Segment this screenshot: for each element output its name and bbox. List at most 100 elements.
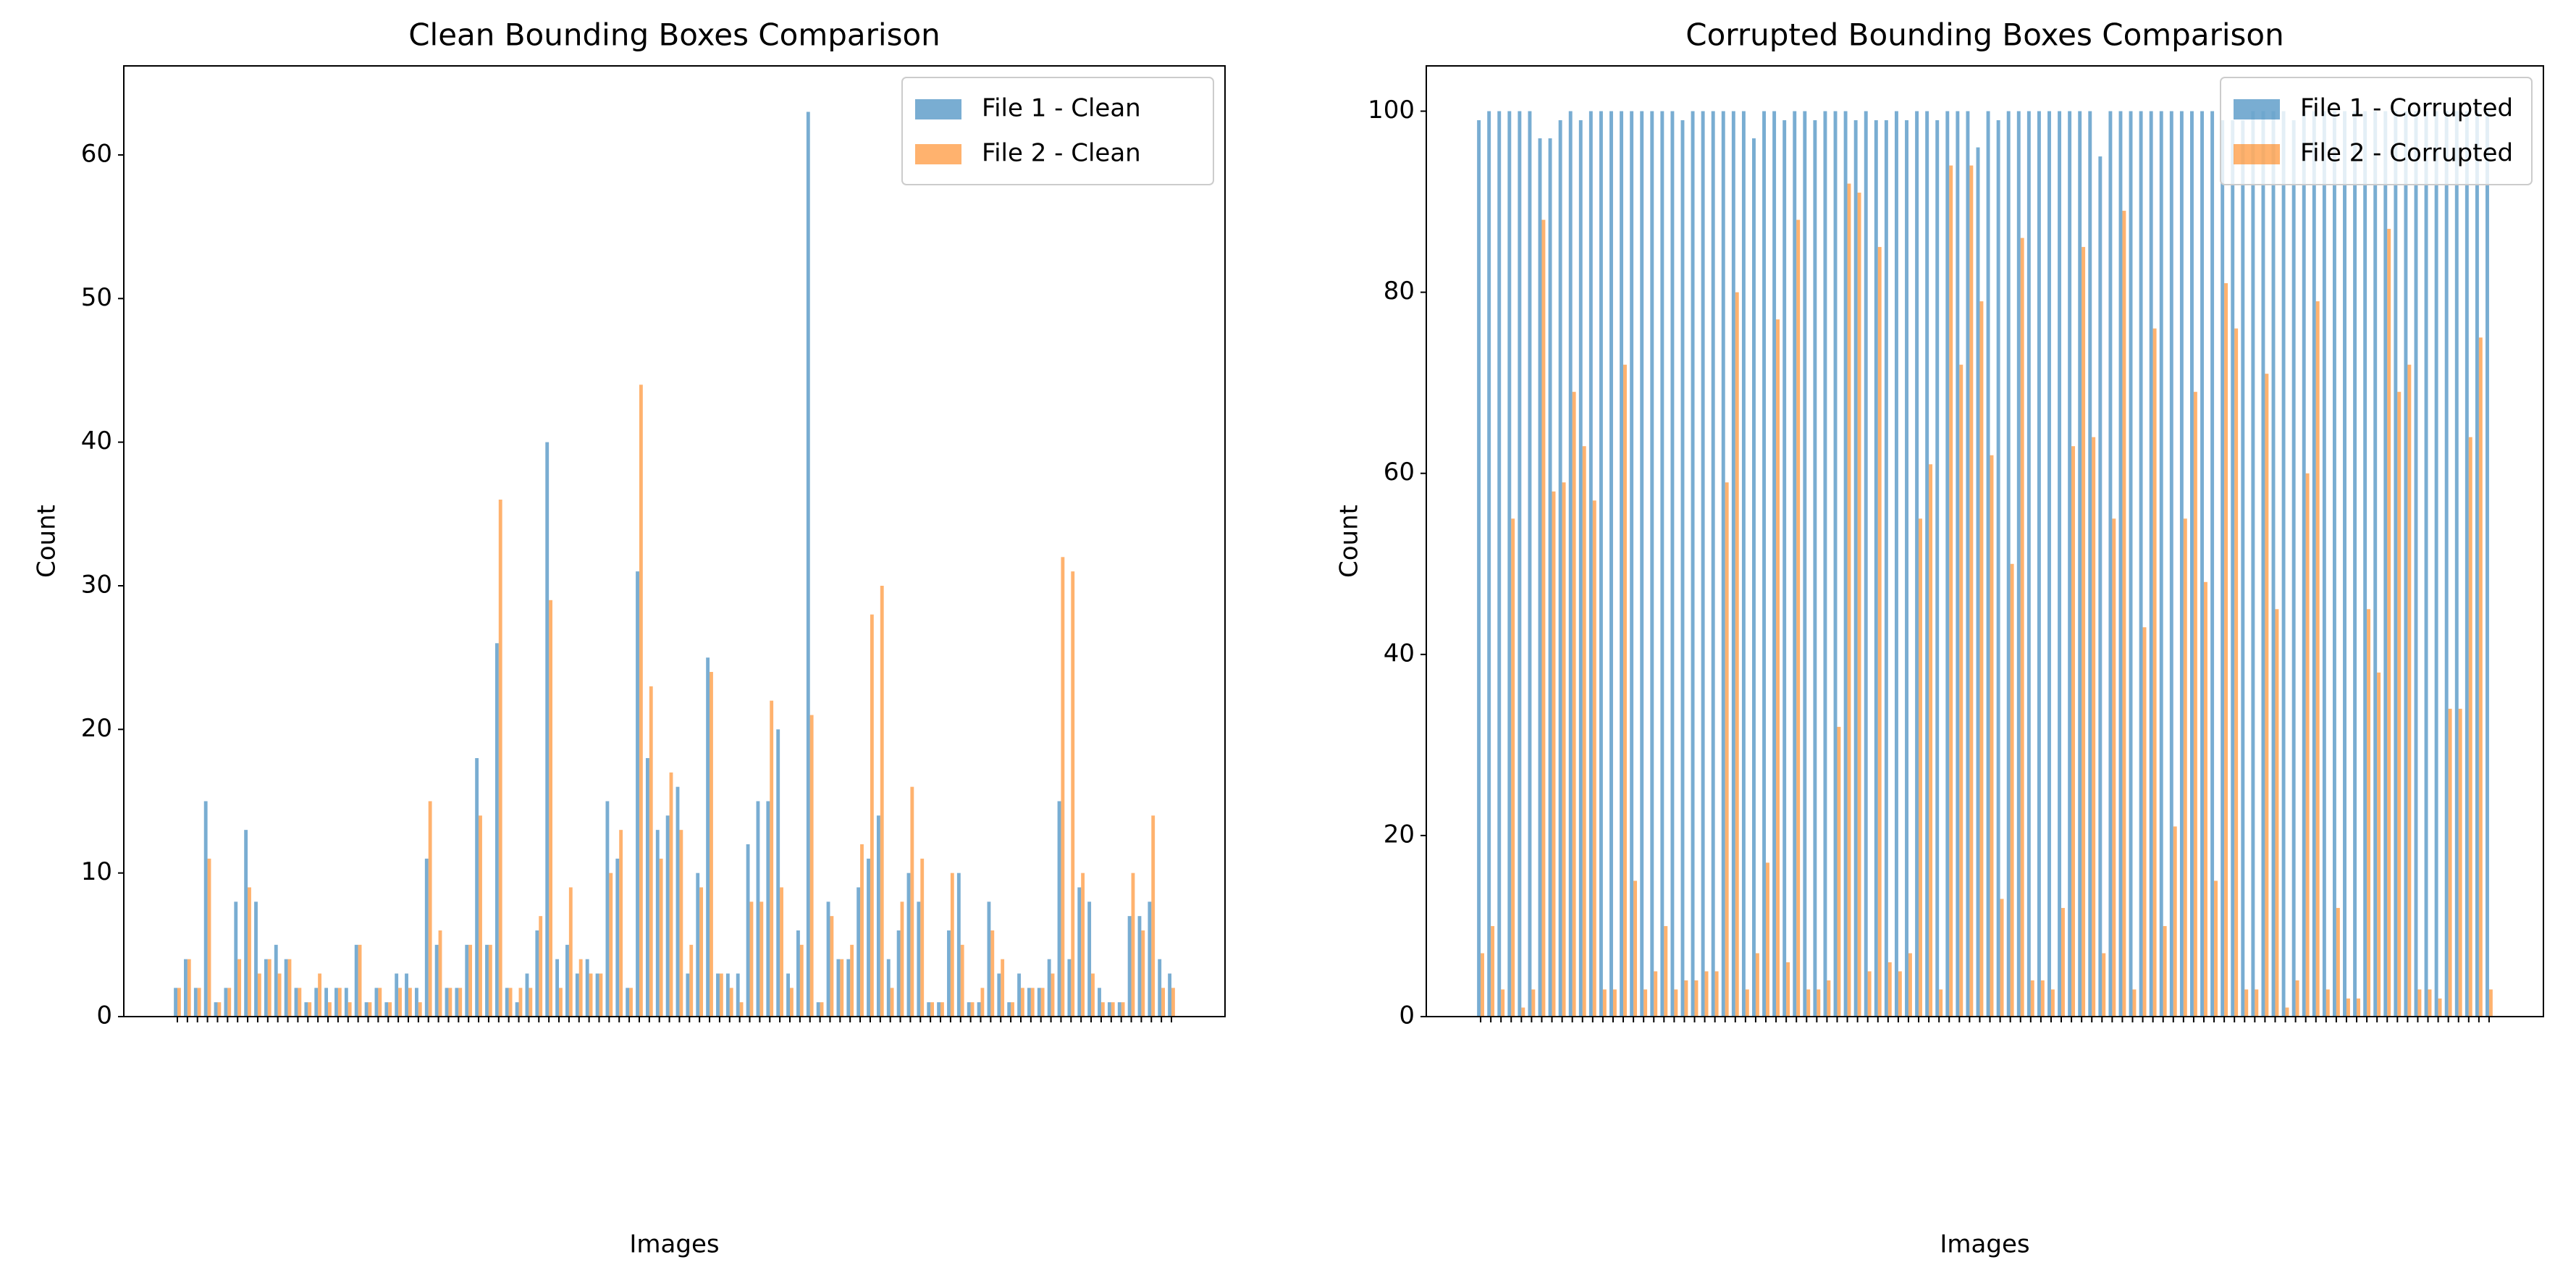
bar	[725, 973, 730, 1017]
bar	[980, 988, 985, 1017]
bar	[2414, 111, 2418, 1017]
bar	[525, 973, 529, 1017]
bar	[2200, 111, 2204, 1017]
bar	[1772, 111, 1777, 1017]
bar	[1674, 989, 1678, 1017]
bar	[2373, 111, 2378, 1017]
bar	[776, 729, 780, 1017]
y-tick-label: 10	[81, 857, 112, 886]
bar	[2302, 111, 2306, 1017]
bar	[207, 858, 211, 1017]
y-tick-label: 40	[1384, 639, 1415, 668]
bar	[284, 959, 288, 1017]
bar	[1588, 111, 1593, 1017]
bar	[1051, 973, 1055, 1017]
bar	[636, 571, 639, 1017]
bar	[967, 1002, 971, 1017]
bar	[2132, 989, 2137, 1017]
bar	[1741, 111, 1746, 1017]
bar	[2322, 111, 2326, 1017]
bar	[1823, 111, 1827, 1017]
bar	[1986, 111, 1990, 1017]
bar	[1071, 571, 1075, 1017]
bar	[1721, 111, 1725, 1017]
bar	[2037, 111, 2041, 1017]
bar	[237, 959, 242, 1017]
bar	[689, 944, 694, 1017]
bar	[820, 1002, 824, 1017]
bar	[555, 959, 560, 1017]
bar	[870, 614, 874, 1017]
bar	[729, 988, 733, 1017]
bar	[1030, 988, 1035, 1017]
bar	[1091, 973, 1095, 1017]
bar	[2404, 111, 2408, 1017]
y-tick-label: 50	[81, 283, 112, 312]
bar	[1127, 916, 1132, 1017]
bar	[358, 944, 362, 1017]
bar	[2485, 111, 2489, 1017]
bar	[1701, 111, 1705, 1017]
bar	[2050, 989, 2055, 1017]
bar	[2082, 247, 2086, 1017]
bar	[2312, 111, 2316, 1017]
plot	[1477, 111, 2493, 1017]
bar	[2078, 111, 2082, 1017]
bar	[1731, 111, 1735, 1017]
bar	[2444, 111, 2449, 1017]
bar	[655, 830, 660, 1017]
bar	[1037, 988, 1041, 1017]
bar	[1867, 971, 1872, 1017]
bar	[428, 801, 432, 1017]
bar	[2475, 111, 2479, 1017]
bar	[1976, 147, 1980, 1017]
bar	[1538, 138, 1542, 1017]
bar	[719, 973, 723, 1017]
bar	[816, 1002, 820, 1017]
bar	[348, 1002, 352, 1017]
bar	[408, 988, 412, 1017]
bar	[1996, 120, 2000, 1017]
bar	[2281, 111, 2286, 1017]
bar	[2214, 880, 2218, 1017]
bar	[203, 801, 208, 1017]
bar	[1908, 953, 1912, 1017]
bar	[2234, 328, 2239, 1017]
bar	[710, 671, 713, 1017]
bar	[2122, 211, 2126, 1017]
y-tick-label: 20	[1384, 820, 1415, 849]
bar	[1803, 111, 1807, 1017]
bar	[2118, 111, 2123, 1017]
bar	[2353, 111, 2357, 1017]
bar	[2417, 989, 2422, 1017]
bar	[1939, 989, 1943, 1017]
bar	[2387, 229, 2391, 1017]
bar	[2295, 980, 2299, 1017]
bar	[2454, 111, 2459, 1017]
bar	[2224, 283, 2228, 1017]
bar	[830, 916, 834, 1017]
bar	[2265, 374, 2269, 1017]
bar	[1905, 120, 1908, 1017]
bar	[706, 657, 710, 1017]
bar	[2377, 672, 2381, 1017]
bar	[876, 815, 880, 1017]
bar	[1935, 120, 1940, 1017]
y-tick-label: 30	[81, 570, 112, 599]
bar	[1782, 120, 1787, 1017]
bar	[1643, 989, 1648, 1017]
bar	[298, 988, 302, 1017]
bar	[1158, 959, 1162, 1017]
bar	[1507, 111, 1512, 1017]
bar	[940, 1002, 944, 1017]
bar	[1894, 111, 1898, 1017]
bar	[1680, 120, 1685, 1017]
legend-frame	[2220, 77, 2533, 185]
bar	[2343, 111, 2346, 1017]
x-axis-label: Images	[629, 1230, 719, 1259]
bar	[2006, 111, 2011, 1017]
bar	[799, 944, 804, 1017]
bar	[545, 442, 550, 1017]
bar	[2434, 111, 2438, 1017]
bar	[1057, 801, 1061, 1017]
